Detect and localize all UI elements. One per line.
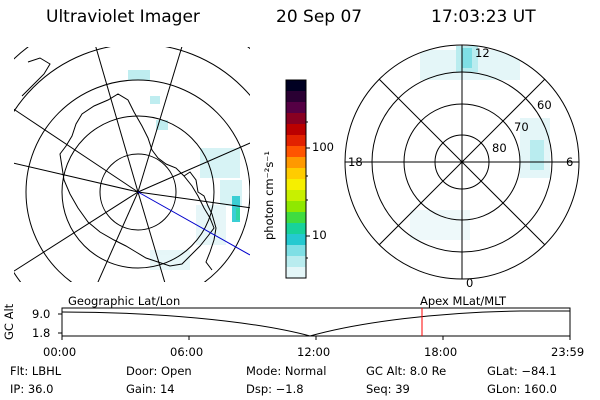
- colorbar-band: [286, 234, 306, 246]
- colorbar-band: [286, 256, 306, 268]
- glat-status: GLat: −84.1: [487, 364, 557, 378]
- colorbar-band: [286, 212, 306, 224]
- colorbar-band: [286, 179, 306, 191]
- mlt-label-12: 12: [475, 46, 490, 60]
- gc-alt-xtick-0000: 00:00: [43, 345, 77, 359]
- gc-alt-ytick-1.8: 1.8: [32, 326, 51, 340]
- gc-alt-xtick-2359: 23:59: [551, 345, 585, 359]
- gc-alt-status: GC Alt: 8.0 Re: [366, 364, 447, 378]
- geo-orbit-track: [137, 191, 250, 256]
- instrument-title: Ultraviolet Imager: [46, 7, 200, 27]
- gc-alt-plot: [58, 307, 571, 340]
- mlt-label-6: 6: [566, 155, 574, 169]
- door-status: Door: Open: [126, 364, 192, 378]
- gc-alt-ylabel: GC Alt: [2, 303, 16, 340]
- antarctica-coastline: [59, 93, 215, 267]
- date-label: 20 Sep 07: [276, 7, 363, 27]
- filter-status: Flt: LBHL: [10, 364, 62, 378]
- colorbar: [286, 80, 306, 279]
- colorbar-band: [286, 91, 306, 103]
- colorbar-unit-label: photon cm⁻²s⁻¹: [262, 151, 276, 240]
- colorbar-band: [286, 223, 306, 235]
- peninsula-coastline: [183, 171, 217, 271]
- magnetic-map: [344, 44, 580, 280]
- mlat-label-60: 60: [537, 98, 552, 112]
- colorbar-ticks: [306, 121, 310, 259]
- gc-alt-xticks: [61, 336, 571, 340]
- colorbar-band: [286, 201, 306, 213]
- geographic-map-label: Geographic Lat/Lon: [68, 294, 181, 308]
- colorbar-band: [286, 135, 306, 147]
- colorbar-band: [286, 267, 306, 279]
- gc-alt-curve: [61, 310, 570, 337]
- colorbar-band: [286, 102, 306, 114]
- gc-alt-xtick-0600: 06:00: [170, 345, 204, 359]
- gc-alt-ytick-9: 9.0: [32, 307, 51, 321]
- mag-aurora-emission: [410, 46, 550, 240]
- geographic-map: [14, 47, 250, 282]
- gc-alt-xtick-1200: 12:00: [297, 345, 331, 359]
- colorbar-band: [286, 146, 306, 158]
- gain-status: Gain: 14: [126, 382, 175, 396]
- mlat-label-70: 70: [514, 120, 529, 134]
- colorbar-frame: [285, 79, 307, 279]
- seq-status: Seq: 39: [366, 382, 410, 396]
- colorbar-band: [286, 157, 306, 169]
- colorbar-band: [286, 80, 306, 92]
- colorbar-tick-100: 100: [312, 140, 334, 154]
- colorbar-tick-10: 10: [312, 228, 327, 242]
- mlt-label-0: 0: [466, 276, 474, 290]
- colorbar-band: [286, 190, 306, 202]
- magnetic-map-label: Apex MLat/MLT: [420, 294, 507, 308]
- gc-alt-yticks: [58, 313, 62, 334]
- gc-alt-xtick-1800: 18:00: [424, 345, 458, 359]
- time-label: 17:03:23 UT: [431, 7, 536, 27]
- south-america-coastline: [21, 57, 51, 97]
- ip-status: IP: 36.0: [10, 382, 54, 396]
- colorbar-band: [286, 124, 306, 136]
- dsp-status: Dsp: −1.8: [246, 382, 304, 396]
- colorbar-band: [286, 113, 306, 125]
- mlt-label-18: 18: [348, 155, 363, 169]
- colorbar-band: [286, 168, 306, 180]
- colorbar-band: [286, 245, 306, 257]
- mlat-label-80: 80: [492, 141, 507, 155]
- mode-status: Mode: Normal: [246, 364, 327, 378]
- glon-status: GLon: 160.0: [487, 382, 557, 396]
